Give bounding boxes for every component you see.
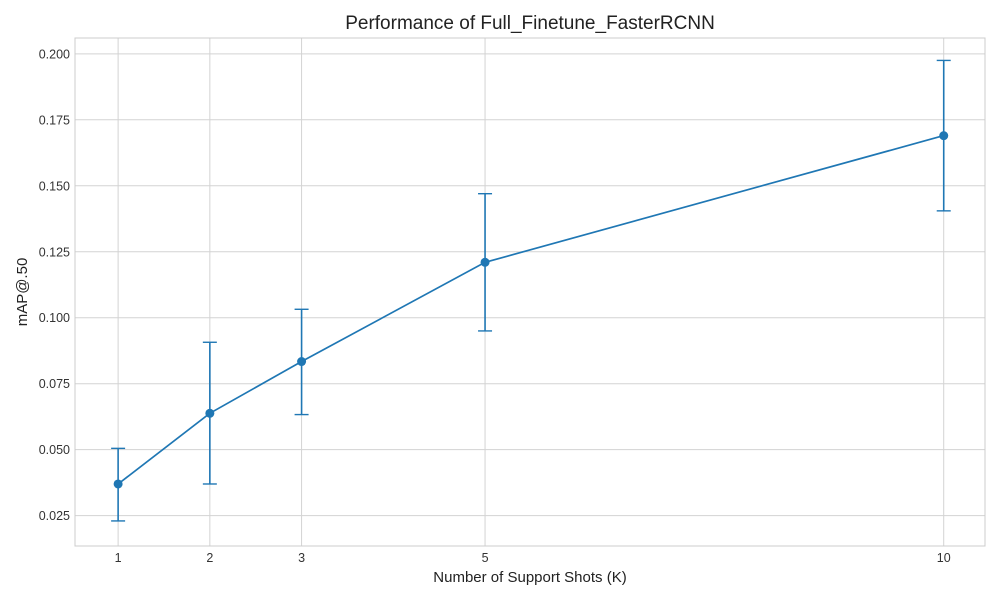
grid-lines bbox=[75, 38, 985, 546]
data-point bbox=[205, 408, 215, 418]
x-tick-label: 2 bbox=[206, 551, 213, 565]
plot-background bbox=[75, 38, 985, 546]
x-tick-label: 1 bbox=[115, 551, 122, 565]
y-tick-label: 0.125 bbox=[39, 245, 70, 259]
y-tick-label: 0.200 bbox=[39, 47, 70, 61]
x-tick-label: 5 bbox=[482, 551, 489, 565]
y-tick-label: 0.150 bbox=[39, 179, 70, 193]
y-axis-label: mAP@.50 bbox=[14, 258, 31, 327]
y-tick-label: 0.050 bbox=[39, 443, 70, 457]
data-point bbox=[480, 257, 490, 267]
tick-labels: 1 2 3 5 10 0.025 0.050 0.075 0.100 0.125 0.150 0.17… bbox=[39, 47, 951, 565]
series-group bbox=[111, 59, 951, 522]
plot-frame bbox=[74, 37, 986, 547]
y-tick-label: 0.100 bbox=[39, 311, 70, 325]
chart-title: Performance of Full_Finetune_FasterRCNN bbox=[345, 13, 715, 34]
data-point bbox=[113, 479, 123, 489]
y-tick-label: 0.175 bbox=[39, 113, 70, 127]
data-point bbox=[939, 131, 949, 141]
y-tick-label: 0.025 bbox=[39, 509, 70, 523]
x-tick-label: 3 bbox=[298, 551, 305, 565]
x-axis-label: Number of Support Shots (K) bbox=[433, 569, 626, 586]
x-tick-label: 10 bbox=[937, 551, 951, 565]
y-tick-label: 0.075 bbox=[39, 377, 70, 391]
data-point bbox=[297, 357, 307, 367]
